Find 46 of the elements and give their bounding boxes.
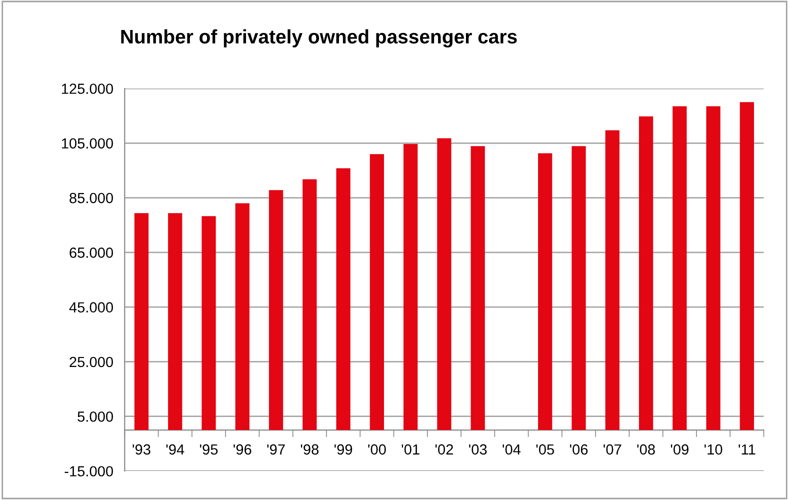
bar — [168, 213, 182, 430]
x-tick-label: '95 — [200, 444, 218, 455]
bar — [638, 116, 654, 430]
bar — [740, 102, 754, 430]
bar — [538, 153, 552, 430]
x-tick-label: '02 — [435, 444, 453, 455]
y-tick-label: 45.000 — [69, 302, 113, 312]
bar — [202, 216, 216, 430]
y-tick-label: 105.000 — [62, 138, 113, 149]
x-tick-label: '11 — [738, 444, 756, 454]
x-tick-label: '04 — [502, 444, 521, 455]
chart-title: Number of privately owned passenger cars — [121, 29, 517, 48]
bar — [336, 168, 350, 430]
x-tick-label: '93 — [132, 444, 150, 455]
y-tick-label: 5.000 — [78, 411, 113, 422]
x-tick-label: '06 — [570, 444, 588, 455]
x-tick-label: '08 — [637, 444, 655, 455]
x-tick-label: '07 — [604, 444, 622, 455]
bar — [572, 146, 586, 430]
x-tick-label: '97 — [267, 444, 285, 455]
bar — [672, 106, 687, 430]
bar — [370, 154, 384, 430]
x-tick-label: '99 — [334, 444, 352, 455]
bar — [268, 190, 284, 430]
x-tick-label: '10 — [704, 444, 722, 455]
bar — [605, 130, 620, 430]
bar — [706, 106, 720, 430]
bar — [235, 203, 250, 430]
y-tick-label: 65.000 — [70, 248, 113, 258]
y-tick-label: 25.000 — [70, 356, 113, 368]
x-tick-label: '05 — [536, 444, 554, 455]
x-tick-label: '09 — [670, 444, 688, 455]
x-tick-label: '01 — [402, 444, 420, 455]
x-tick-label: '98 — [300, 444, 319, 455]
x-tick-label: '96 — [234, 444, 252, 455]
y-tick-label: -15.000 — [64, 466, 113, 476]
bar — [302, 179, 317, 430]
x-tick-label: '94 — [166, 444, 184, 455]
bar — [437, 138, 452, 430]
bar — [134, 213, 149, 430]
bar — [470, 146, 485, 430]
x-tick-label: '03 — [469, 444, 487, 455]
y-tick-label: 125.000 — [62, 84, 113, 94]
bar — [404, 144, 418, 430]
x-tick-label: '00 — [368, 444, 386, 455]
y-tick-label: 85.000 — [70, 192, 113, 204]
